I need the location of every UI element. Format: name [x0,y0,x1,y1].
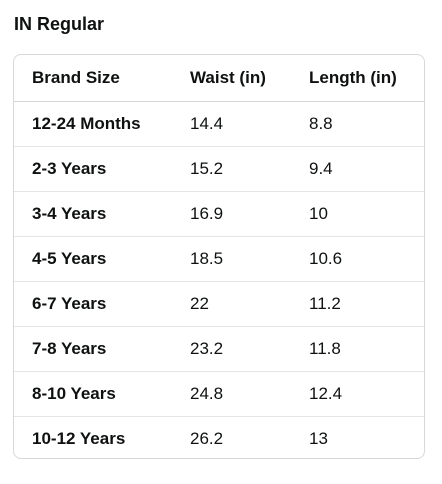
table-body: 12-24 Months 14.4 8.8 2-3 Years 15.2 9.4… [14,101,424,458]
brand-size-cell: 2-3 Years [14,146,175,192]
waist-cell: 22 [175,281,295,327]
waist-cell: 14.4 [175,101,295,147]
length-cell: 11.8 [295,326,424,372]
size-chart-title: IN Regular [14,14,105,34]
brand-size-cell: 8-10 Years [14,371,175,417]
column-header-waist: Waist (in) [175,55,295,102]
table-row: 10-12 Years 26.2 13 [14,416,424,458]
length-cell: 10.6 [295,236,424,282]
table-row: 8-10 Years 24.8 12.4 [14,371,424,417]
table-row: 7-8 Years 23.2 11.8 [14,326,424,372]
table-row: 3-4 Years 16.9 10 [14,191,424,237]
brand-size-cell: 6-7 Years [14,281,175,327]
length-cell: 9.4 [295,146,424,192]
length-cell: 12.4 [295,371,424,417]
brand-size-cell: 7-8 Years [14,326,175,372]
waist-cell: 26.2 [190,428,224,448]
length-cell: 11.2 [295,281,424,327]
column-header-brand-size: Brand Size [14,55,175,102]
brand-size-cell: 10-12 Years [32,428,126,448]
table-header: Brand Size Waist (in) Length (in) [14,55,424,102]
size-chart-table-card: Brand Size Waist (in) Length (in) 12-24 … [13,54,425,459]
brand-size-cell: 3-4 Years [14,191,175,237]
column-header-length: Length (in) [295,55,424,102]
length-cell: 8.8 [295,101,424,147]
header-row: Brand Size Waist (in) Length (in) [14,55,424,102]
brand-size-cell: 12-24 Months [14,101,175,147]
table-row: 2-3 Years 15.2 9.4 [14,146,424,192]
length-cell: 10 [295,191,424,237]
table-row: 12-24 Months 14.4 8.8 [14,101,424,147]
waist-cell: 23.2 [175,326,295,372]
table-row: 4-5 Years 18.5 10.6 [14,236,424,282]
brand-size-cell: 4-5 Years [14,236,175,282]
length-cell: 13 [309,428,328,448]
size-chart-table: Brand Size Waist (in) Length (in) 12-24 … [14,55,424,458]
waist-cell: 18.5 [175,236,295,282]
waist-cell: 16.9 [175,191,295,237]
waist-cell: 15.2 [175,146,295,192]
waist-cell: 24.8 [175,371,295,417]
table-row: 6-7 Years 22 11.2 [14,281,424,327]
